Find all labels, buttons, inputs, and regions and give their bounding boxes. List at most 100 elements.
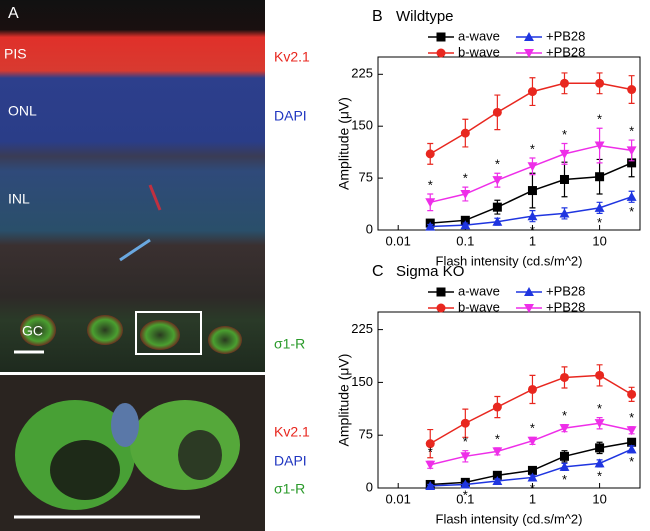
marker: [627, 389, 637, 399]
marker: [436, 32, 446, 42]
legend-label: b-wave: [458, 299, 500, 314]
significance-mark: *: [495, 431, 500, 446]
layer-label: ONL: [8, 103, 37, 119]
marker: [594, 458, 605, 468]
layer-label: GC: [22, 323, 43, 339]
significance-mark: *: [629, 123, 634, 138]
marker: [595, 78, 605, 88]
marker: [594, 202, 605, 212]
y-tick-label: 0: [366, 479, 373, 494]
marker: [527, 465, 537, 475]
legend-label: +PB28: [546, 28, 585, 43]
significance-mark: *: [463, 434, 468, 449]
marker: [460, 418, 470, 428]
marker: [436, 303, 446, 313]
legend-label: a-wave: [458, 283, 500, 298]
y-tick-label: 225: [351, 321, 373, 336]
x-axis-label: Flash intensity (cd.s/m^2): [436, 253, 583, 268]
marker: [425, 460, 436, 470]
marker: [527, 436, 538, 446]
marker: [492, 202, 502, 212]
x-tick-label: 0.01: [386, 491, 411, 506]
marker: [492, 402, 502, 412]
marker: [460, 452, 471, 462]
layer-label: PIS: [4, 46, 27, 62]
significance-mark: *: [463, 171, 468, 186]
marker: [594, 419, 605, 429]
significance-mark: *: [530, 141, 535, 156]
panel-label: B: [372, 8, 383, 25]
marker: [626, 426, 637, 436]
chart-title: Sigma KO: [396, 263, 464, 280]
marker: [559, 208, 570, 218]
plot-frame: [377, 56, 641, 231]
marker: [425, 198, 436, 208]
marker: [527, 472, 538, 482]
legend-label: b-wave: [458, 44, 500, 59]
marker: [627, 158, 637, 168]
marker: [524, 48, 534, 58]
marker: [425, 221, 436, 231]
significance-mark: *: [428, 445, 433, 460]
marker: [527, 211, 538, 221]
x-tick-label: 1: [529, 491, 536, 506]
marker: [524, 32, 534, 42]
significance-mark: *: [562, 408, 567, 423]
y-tick-label: 225: [351, 66, 373, 81]
marker: [559, 424, 570, 434]
significance-mark: *: [530, 481, 535, 496]
layer-label: INL: [8, 191, 30, 207]
marker: [527, 87, 537, 97]
marker: [492, 107, 502, 117]
marker: [492, 447, 503, 457]
y-tick-label: 150: [351, 374, 373, 389]
marker: [460, 479, 471, 489]
significance-mark: *: [562, 127, 567, 142]
stain-label: DAPI: [274, 453, 307, 469]
legend-label: +PB28: [546, 299, 585, 314]
x-tick-label: 10: [592, 233, 606, 248]
marker: [460, 220, 471, 230]
significance-mark: *: [629, 204, 634, 219]
marker: [627, 85, 637, 95]
marker: [524, 303, 534, 313]
stain-label: Kv2.1: [274, 49, 310, 65]
marker: [559, 78, 569, 88]
x-tick-label: 0.01: [386, 233, 411, 248]
stain-label: Kv2.1: [274, 424, 310, 440]
marker: [492, 176, 503, 186]
panel-label: C: [372, 263, 384, 280]
legend-label: +PB28: [546, 283, 585, 298]
micrograph: [0, 0, 265, 531]
marker: [524, 287, 534, 297]
significance-mark: *: [562, 472, 567, 487]
plot-frame: [377, 311, 641, 489]
marker: [492, 470, 502, 480]
stain-label: σ1-R: [274, 336, 305, 352]
marker: [492, 476, 503, 486]
significance-mark: *: [597, 112, 602, 127]
y-tick-label: 75: [359, 427, 373, 442]
significance-mark: *: [597, 468, 602, 483]
marker: [627, 437, 637, 447]
marker: [559, 149, 570, 159]
stain-label: DAPI: [274, 108, 307, 124]
x-tick-label: 0.1: [456, 491, 474, 506]
marker: [425, 439, 435, 449]
marker: [527, 186, 537, 196]
y-tick-label: 150: [351, 118, 373, 133]
panel-label: A: [8, 5, 19, 22]
marker: [595, 370, 605, 380]
marker: [436, 287, 446, 297]
marker: [594, 141, 605, 151]
chart-title: Wildtype: [396, 8, 454, 25]
marker: [626, 191, 637, 201]
y-tick-label: 0: [366, 221, 373, 236]
marker: [559, 174, 569, 184]
significance-mark: *: [530, 223, 535, 238]
marker: [559, 372, 569, 382]
significance-mark: *: [597, 215, 602, 230]
legend-label: +PB28: [546, 44, 585, 59]
